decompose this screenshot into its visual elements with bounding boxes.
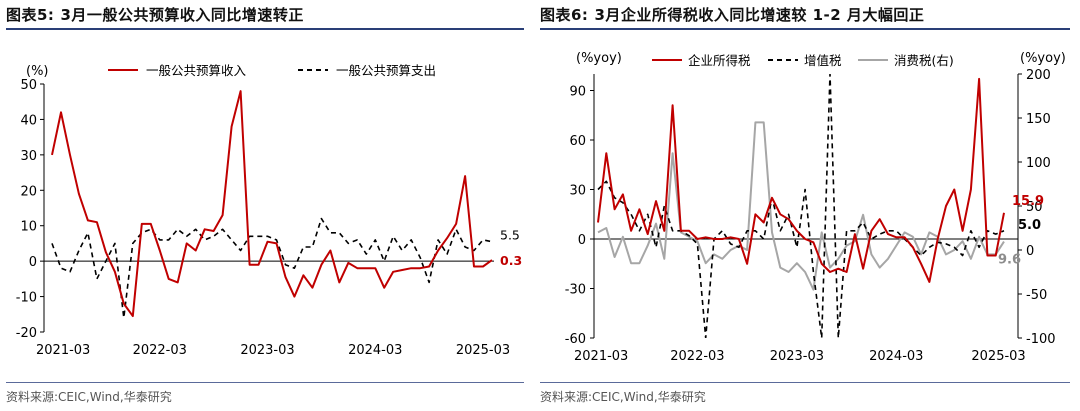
series-line-vat xyxy=(597,74,1005,338)
left-figure-title: 图表5: 3月一般公共预算收入同比增速转正 xyxy=(6,4,304,25)
right-y-tick-label: 100 xyxy=(1026,156,1051,171)
right-y-tick-label: 200 xyxy=(1026,68,1051,83)
y-axis-unit-label: (%) xyxy=(26,64,49,79)
right-y-axis-unit-label: (%yoy) xyxy=(1020,51,1066,66)
y-tick-label: -10 xyxy=(16,291,37,306)
x-tick-label: 2023-03 xyxy=(240,343,294,358)
y-tick-label: 50 xyxy=(20,78,37,93)
left-y-tick-label: 30 xyxy=(569,184,586,199)
left-figure-label: 图表5: xyxy=(6,6,55,24)
left-chart: -20 -10 0 10 20 30 40 50(%) 2021-03 2022-03 2023-0… xyxy=(16,63,522,358)
left-bottom-rule xyxy=(6,382,524,383)
legend-consumption-tax-label: 消费税(右) xyxy=(894,53,954,68)
y-tick-label: 40 xyxy=(20,113,37,128)
series-line-expenditure xyxy=(51,217,493,319)
left-y-axis-unit-label: (%yoy) xyxy=(576,51,622,66)
right-figure-label: 图表6: xyxy=(540,6,589,24)
right-y-tick-label: -100 xyxy=(1026,332,1056,347)
series-line-revenue xyxy=(51,90,493,318)
series-line-corporate-income-tax xyxy=(597,77,1005,283)
left-y-tick-label: 0 xyxy=(578,233,586,248)
left-y-tick-label: 90 xyxy=(569,85,586,100)
x-tick-label: 2021-03 xyxy=(574,349,628,364)
left-y-tick-label: -60 xyxy=(565,332,586,347)
right-y-tick-label: -50 xyxy=(1026,288,1047,303)
y-tick-label: 0 xyxy=(29,255,37,270)
annotation-vat-latest: 5.0 xyxy=(1018,218,1041,233)
right-figure-panel: 图表6: 3月企业所得税收入同比增速较 1-2 月大幅回正 -60 -30 0 30 60… xyxy=(540,0,1070,411)
y-tick-label: 10 xyxy=(20,220,37,235)
annotation-expenditure-latest: 5.5 xyxy=(500,228,520,243)
x-tick-label: 2025-03 xyxy=(971,349,1025,364)
right-source-note: 资料来源:CEIC,Wind,华泰研究 xyxy=(540,390,706,404)
left-figure-panel: 图表5: 3月一般公共预算收入同比增速转正 -20 -10 0 10 20 30 40 50 (%… xyxy=(6,0,534,411)
legend-label-revenue: 一般公共预算收入 xyxy=(146,63,247,78)
x-tick-label: 2025-03 xyxy=(456,343,510,358)
legend-vat-label: 增值税 xyxy=(804,53,842,68)
left-y-tick-label: 60 xyxy=(569,134,586,149)
left-source-note: 资料来源:CEIC,Wind,华泰研究 xyxy=(6,390,172,404)
x-tick-label: 2024-03 xyxy=(869,349,923,364)
right-title-rule xyxy=(540,28,1070,30)
right-chart: -60 -30 0 30 60 90 (%yoy) -100 -50 0 50 100 150 200 (%… xyxy=(565,51,1066,364)
left-title-rule xyxy=(6,28,524,30)
y-tick-label: -20 xyxy=(16,326,37,341)
left-y-tick-label: -30 xyxy=(565,283,586,298)
legend-corporate-income-tax-label: 企业所得税 xyxy=(688,53,751,68)
right-y-tick-label: 150 xyxy=(1026,112,1051,127)
y-tick-label: 30 xyxy=(20,149,37,164)
left-figure-title-text: 3月一般公共预算收入同比增速转正 xyxy=(60,6,304,24)
right-bottom-rule xyxy=(540,382,1070,383)
annotation-corporate-income-tax-latest: 15.9 xyxy=(1012,194,1044,209)
right-figure-title-text: 3月企业所得税收入同比增速较 1-2 月大幅回正 xyxy=(594,6,925,24)
right-figure-title: 图表6: 3月企业所得税收入同比增速较 1-2 月大幅回正 xyxy=(540,4,924,25)
x-tick-label: 2022-03 xyxy=(670,349,724,364)
x-tick-label: 2023-03 xyxy=(770,349,824,364)
x-tick-label: 2022-03 xyxy=(133,343,187,358)
right-y-tick-label: 50 xyxy=(1026,200,1043,215)
y-tick-label: 20 xyxy=(20,184,37,199)
legend-label-expenditure: 一般公共预算支出 xyxy=(336,63,436,78)
x-tick-label: 2024-03 xyxy=(348,343,402,358)
x-tick-label: 2021-03 xyxy=(36,343,90,358)
right-y-tick-label: 0 xyxy=(1026,244,1034,259)
annotation-revenue-latest: 0.3 xyxy=(500,253,522,268)
series-line-consumption-tax xyxy=(597,121,1005,291)
annotation-consumption-tax-latest: 9.6 xyxy=(998,253,1021,268)
